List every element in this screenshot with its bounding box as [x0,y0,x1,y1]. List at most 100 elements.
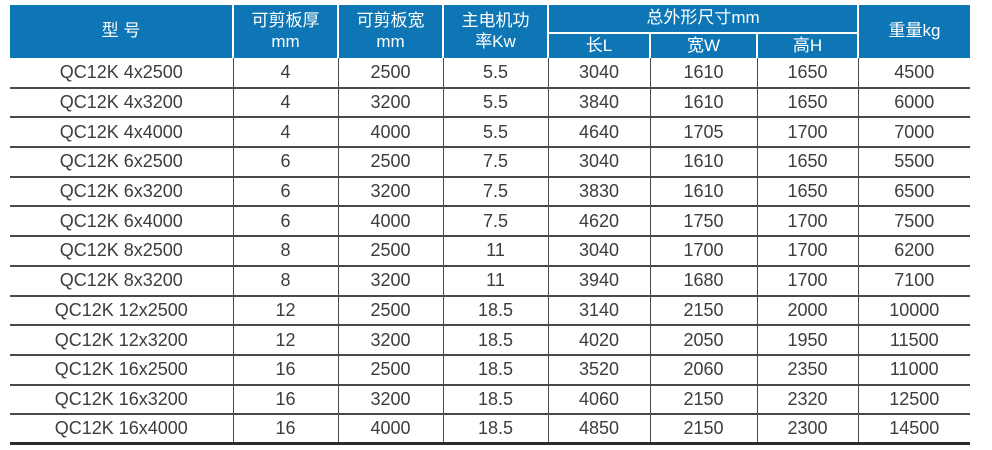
value-cell: 1610 [650,58,758,89]
col-header-model-label: 型 号 [101,21,141,41]
header-row-sub: 长L 宽W 高H [10,33,970,58]
value-cell: 7500 [858,206,971,238]
value-cell: 1950 [757,325,859,356]
value-cell: 4620 [548,206,651,238]
value-cell: 4850 [548,414,651,446]
value-cell: 2050 [650,325,758,356]
table-row: QC12K 16x4000 16 4000 18.5 4850 2150 2300 14500 [10,414,971,446]
value-cell: 3040 [548,58,651,89]
value-cell: 3140 [548,295,651,327]
value-cell: 18.5 [443,325,549,356]
model-cell: QC12K 8x2500 [10,236,234,267]
col-header-sheet-width: 可剪板宽 mm [338,5,444,58]
col-header-dimensions: 总外形尺寸mm [548,5,860,34]
value-cell: 1700 [757,236,859,267]
value-cell: 11000 [858,354,971,386]
model-cell: QC12K 16x3200 [10,384,234,416]
col-header-thickness-line2: mm [271,31,300,51]
value-cell: 10000 [858,295,971,327]
col-header-power-line1: 主电机功 [461,11,530,31]
value-cell: 2500 [338,354,444,386]
value-cell: 6500 [858,176,971,208]
value-cell: 12 [233,295,339,327]
value-cell: 1680 [650,265,758,297]
value-cell: 3830 [548,176,651,208]
value-cell: 3200 [338,176,444,208]
col-header-thickness: 可剪板厚 mm [233,5,339,58]
value-cell: 1610 [650,87,758,119]
model-cell: QC12K 16x2500 [10,354,234,386]
value-cell: 6000 [858,87,971,119]
value-cell: 3520 [548,354,651,386]
value-cell: 7100 [858,265,971,297]
value-cell: 6 [233,206,339,238]
table-row: QC12K 4x3200 4 3200 5.5 3840 1610 1650 6000 [10,87,971,119]
value-cell: 4640 [548,117,651,149]
value-cell: 3940 [548,265,651,297]
col-header-model: 型 号 [10,5,234,58]
value-cell: 16 [233,414,339,446]
value-cell: 6200 [858,236,971,267]
col-header-height: 高H [757,33,860,58]
value-cell: 3040 [548,236,651,267]
value-cell: 2150 [650,295,758,327]
value-cell: 2500 [338,236,444,267]
model-cell: QC12K 4x2500 [10,58,234,89]
value-cell: 8 [233,236,339,267]
value-cell: 3840 [548,87,651,119]
value-cell: 4 [233,58,339,89]
value-cell: 1700 [650,236,758,267]
value-cell: 2350 [757,354,859,386]
spec-table-header: 型 号 可剪板厚 mm 可剪板宽 mm 主电机功 率Kw 总外形尺寸mm [10,5,971,58]
value-cell: 1650 [757,147,859,178]
value-cell: 14500 [858,414,971,446]
col-header-length: 长L [548,33,651,58]
col-header-thickness-line1: 可剪板厚 [251,11,320,31]
value-cell: 7.5 [443,206,549,238]
table-row: QC12K 8x2500 8 2500 11 3040 1700 1700 6200 [10,236,971,267]
table-row: QC12K 16x2500 16 2500 18.5 3520 2060 2350 11000 [10,354,971,386]
table-row: QC12K 6x3200 6 3200 7.5 3830 1610 1650 6500 [10,176,971,208]
table-row: QC12K 12x3200 12 3200 18.5 4020 2050 1950 11500 [10,325,971,356]
table-row: QC12K 4x2500 4 2500 5.5 3040 1610 1650 4500 [10,58,971,89]
value-cell: 16 [233,354,339,386]
value-cell: 2300 [757,414,859,446]
value-cell: 1750 [650,206,758,238]
value-cell: 1610 [650,147,758,178]
value-cell: 18.5 [443,295,549,327]
value-cell: 2500 [338,58,444,89]
model-cell: QC12K 12x3200 [10,325,234,356]
model-cell: QC12K 16x4000 [10,414,234,446]
model-cell: QC12K 12x2500 [10,295,234,327]
value-cell: 1650 [757,58,859,89]
value-cell: 4 [233,87,339,119]
col-header-width: 宽W [650,33,758,58]
value-cell: 1700 [757,206,859,238]
value-cell: 2320 [757,384,859,416]
value-cell: 3200 [338,325,444,356]
value-cell: 3200 [338,87,444,119]
value-cell: 18.5 [443,354,549,386]
table-row: QC12K 6x2500 6 2500 7.5 3040 1610 1650 5500 [10,147,971,178]
value-cell: 6 [233,147,339,178]
col-header-sheet-width-line1: 可剪板宽 [356,11,425,31]
value-cell: 7000 [858,117,971,149]
table-row: QC12K 12x2500 12 2500 18.5 3140 2150 2000 10000 [10,295,971,327]
value-cell: 1700 [757,265,859,297]
value-cell: 7.5 [443,176,549,208]
value-cell: 16 [233,384,339,416]
value-cell: 18.5 [443,414,549,446]
value-cell: 6 [233,176,339,208]
col-header-dimensions-label: 总外形尺寸mm [646,8,760,28]
value-cell: 4000 [338,414,444,446]
value-cell: 11 [443,265,549,297]
model-cell: QC12K 6x3200 [10,176,234,208]
value-cell: 1705 [650,117,758,149]
value-cell: 4000 [338,117,444,149]
value-cell: 12 [233,325,339,356]
value-cell: 4000 [338,206,444,238]
model-cell: QC12K 6x4000 [10,206,234,238]
value-cell: 5.5 [443,58,549,89]
value-cell: 2150 [650,414,758,446]
